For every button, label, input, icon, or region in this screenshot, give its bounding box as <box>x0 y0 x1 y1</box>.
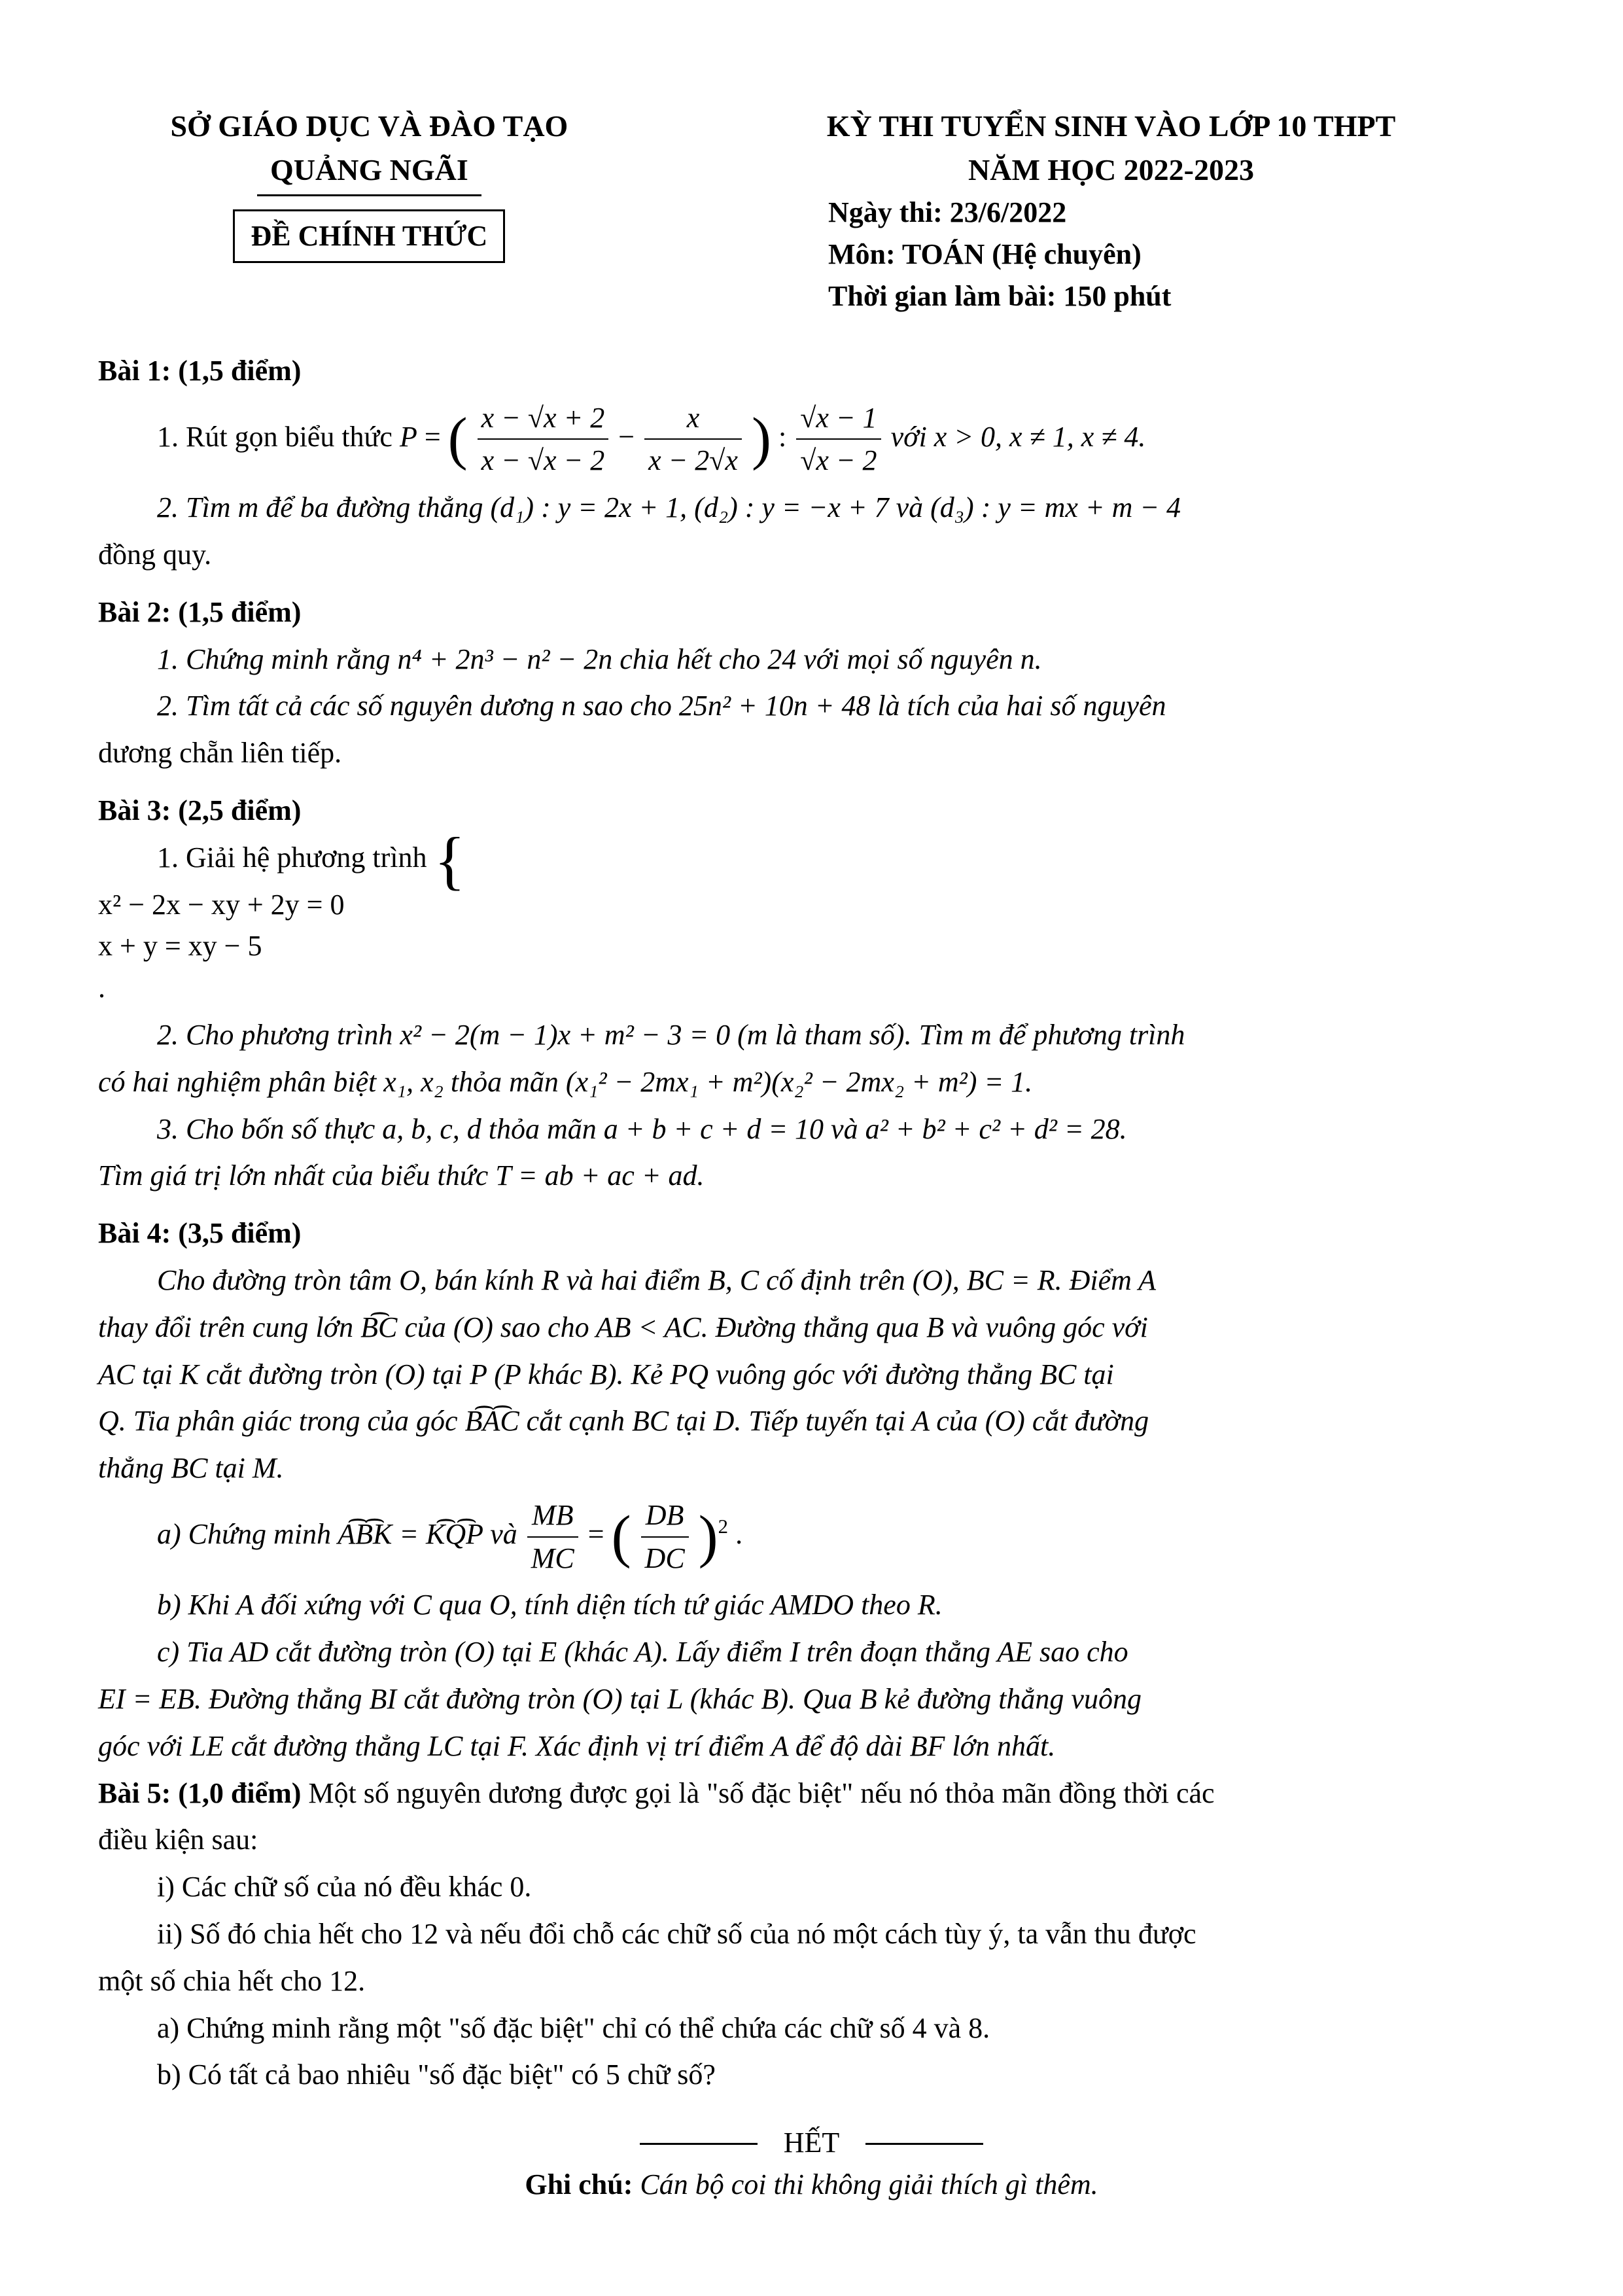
exam-subject: Môn: TOÁN (Hệ chuyên) <box>828 234 1525 275</box>
official-label: ĐỀ CHÍNH THỨC <box>233 209 505 263</box>
exam-line2: NĂM HỌC 2022-2023 <box>697 149 1525 192</box>
bai3-q2: 2. Cho phương trình x² − 2(m − 1)x + m² … <box>98 1014 1525 1056</box>
bai3-q2a: 2. Cho phương trình x² − 2(m − 1)x + m² … <box>157 1014 1185 1056</box>
bai1-q1: 1. Rút gọn biểu thức P = ( x − √x + 2 x … <box>157 397 1525 482</box>
bai4-qc2: EI = EB. Đường thẳng BI cắt đường tròn (… <box>98 1678 1525 1720</box>
bai1-f3-num: √x − 1 <box>796 397 881 440</box>
bai4-qb: b) Khi A đối xứng với C qua O, tính diện… <box>157 1584 1525 1626</box>
bai4-qa-f1n: MB <box>527 1494 578 1538</box>
exam-time: Thời gian làm bài: 150 phút <box>828 275 1525 317</box>
dept-line2: QUẢNG NGÃI <box>257 149 481 197</box>
bai3-q3b: Tìm giá trị lớn nhất của biểu thức T = a… <box>98 1155 1525 1197</box>
header-right: KỲ THI TUYỂN SINH VÀO LỚP 10 THPT NĂM HỌ… <box>697 105 1525 317</box>
bai5-p0: điều kiện sau: <box>98 1819 1525 1861</box>
bai1-f1-den: x − √x − 2 <box>478 440 609 482</box>
exam-page: SỞ GIÁO DỤC VÀ ĐÀO TẠO QUẢNG NGÃI ĐỀ CHÍ… <box>0 0 1623 2296</box>
bai1-f2-num: x <box>644 397 742 440</box>
bai4-qa-period: . <box>735 1518 742 1550</box>
bai4-qa-f2d: DC <box>641 1538 689 1580</box>
bai1-q2b: đồng quy. <box>98 534 1525 576</box>
bai5-qb: b) Có tất cả bao nhiêu "số đặc biệt" có … <box>157 2054 1525 2096</box>
bai1-q1-P: P <box>400 420 417 452</box>
page-header: SỞ GIÁO DỤC VÀ ĐÀO TẠO QUẢNG NGÃI ĐỀ CHÍ… <box>98 105 1525 317</box>
bai4-qa-f2n: DB <box>641 1494 689 1538</box>
lbrace-icon: { <box>434 844 466 877</box>
bai4-p1: Cho đường tròn tâm O, bán kính R và hai … <box>157 1260 1525 1301</box>
bai5-title-row: Bài 5: (1,0 điểm) Một số nguyên dương đư… <box>98 1773 1525 1814</box>
rparen2-icon: ) <box>699 1513 718 1561</box>
bai2-q1: 1. Chứng minh rằng n⁴ + 2n³ − n² − 2n ch… <box>157 639 1525 680</box>
exam-date: Ngày thi: 23/6/2022 <box>828 192 1525 234</box>
exam-line1: KỲ THI TUYỂN SINH VÀO LỚP 10 THPT <box>697 105 1525 149</box>
bai4-p2: thay đổi trên cung lớn B͡C của (O) sao c… <box>98 1307 1525 1349</box>
bai4-title: Bài 4: (3,5 điểm) <box>98 1212 1525 1254</box>
bai5-title: Bài 5: (1,0 điểm) <box>98 1777 301 1809</box>
bai1-frac3: √x − 1 √x − 2 <box>796 397 881 482</box>
lparen2-icon: ( <box>612 1513 631 1561</box>
bai3-q1-prefix: 1. Giải hệ phương trình <box>157 841 434 874</box>
bai4-qa: a) Chứng minh A͡B͡K = K͡Q͡P và MB MC = (… <box>157 1494 1525 1580</box>
bai1-f3-den: √x − 2 <box>796 440 881 482</box>
header-left: SỞ GIÁO DỤC VÀ ĐÀO TẠO QUẢNG NGÃI ĐỀ CHÍ… <box>98 105 640 317</box>
footer-note-label: Ghi chú: <box>525 2168 633 2200</box>
bai2-q2: 2. Tìm tất cả các số nguyên dương n sao … <box>98 685 1525 727</box>
bai4-p3: AC tại K cắt đường tròn (O) tại P (P khá… <box>98 1354 1525 1396</box>
bai5-i: i) Các chữ số của nó đều khác 0. <box>157 1866 1525 1908</box>
bai1-title: Bài 1: (1,5 điểm) <box>98 350 1525 392</box>
bai4-qa-sq: 2 <box>718 1515 728 1538</box>
bai5-title-b: Một số nguyên dương được gọi là "số đặc … <box>301 1777 1214 1809</box>
bai5-ii-b: một số chia hết cho 12. <box>98 1960 1525 2002</box>
bai1-frac2: x x − 2√x <box>644 397 742 482</box>
bai4-qa-f1d: MC <box>527 1538 578 1580</box>
bai3-q3a: 3. Cho bốn số thực a, b, c, d thỏa mãn a… <box>157 1108 1127 1150</box>
bai3-sys1: x² − 2x − xy + 2y = 0 <box>98 884 1525 926</box>
bai1-q1-cond: với x > 0, x ≠ 1, x ≠ 4. <box>891 420 1146 452</box>
bai4-qa-eq: = <box>588 1518 604 1550</box>
bai1-q2: 2. Tìm m để ba đường thẳng (d₁) : y = 2x… <box>98 487 1525 529</box>
bai3-q3: 3. Cho bốn số thực a, b, c, d thỏa mãn a… <box>98 1108 1525 1150</box>
bai1-q1-eq: = <box>425 420 441 452</box>
footer-note-text: Cán bộ coi thi không giải thích gì thêm. <box>640 2168 1098 2200</box>
bai3-title: Bài 3: (2,5 điểm) <box>98 790 1525 832</box>
bai4-p5: thẳng BC tại M. <box>98 1447 1525 1489</box>
bai3-q1: 1. Giải hệ phương trình { <box>157 837 1525 879</box>
bai3-q1-period: . <box>98 972 105 1004</box>
minus-icon: − <box>618 420 635 452</box>
bai1-frac1: x − √x + 2 x − √x − 2 <box>478 397 609 482</box>
page-footer: HẾT Ghi chú: Cán bộ coi thi không giải t… <box>98 2122 1525 2206</box>
bai1-f1-num: x − √x + 2 <box>478 397 609 440</box>
bai2-title: Bài 2: (1,5 điểm) <box>98 592 1525 633</box>
bai5-qa: a) Chứng minh rằng một "số đặc biệt" chỉ… <box>157 2007 1525 2049</box>
dept-line1: SỞ GIÁO DỤC VÀ ĐÀO TẠO <box>98 105 640 149</box>
bai2-q2a: 2. Tìm tất cả các số nguyên dương n sao … <box>157 685 1166 727</box>
bai3-sys2: x + y = xy − 5 <box>98 925 1525 967</box>
bai1-q1-prefix: 1. Rút gọn biểu thức <box>157 420 400 452</box>
bai4-p4: Q. Tia phân giác trong của góc B͡A͡C cắt… <box>98 1400 1525 1442</box>
bai5-ii-a: ii) Số đó chia hết cho 12 và nếu đổi chỗ… <box>157 1913 1525 1955</box>
footer-note: Ghi chú: Cán bộ coi thi không giải thích… <box>98 2164 1525 2206</box>
bai4-qa-prefix: a) Chứng minh A͡B͡K = K͡Q͡P và <box>157 1518 525 1550</box>
bai4-qc1: c) Tia AD cắt đường tròn (O) tại E (khác… <box>157 1631 1525 1673</box>
bai3-q2b: có hai nghiệm phân biệt x₁, x₂ thỏa mãn … <box>98 1061 1525 1103</box>
bai1-q2a: 2. Tìm m để ba đường thẳng (d₁) : y = 2x… <box>157 487 1181 529</box>
rparen-icon: ) <box>752 415 771 463</box>
bai4-qa-f2: DB DC <box>641 1494 689 1580</box>
bai4-qa-f1: MB MC <box>527 1494 578 1580</box>
lparen-icon: ( <box>448 415 468 463</box>
het-label: HẾT <box>758 2122 866 2164</box>
colon-icon: : <box>778 420 786 452</box>
bai1-f2-den: x − 2√x <box>644 440 742 482</box>
bai4-qc3: góc với LE cắt đường thẳng LC tại F. Xác… <box>98 1725 1525 1767</box>
bai2-q2b: dương chẵn liên tiếp. <box>98 732 1525 774</box>
